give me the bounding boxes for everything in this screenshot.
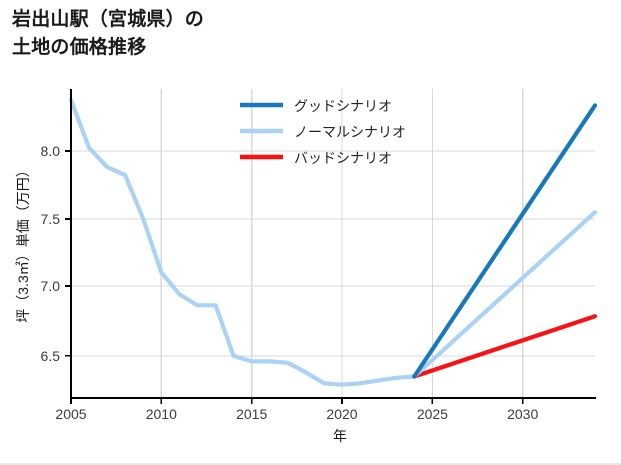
x-tick-label-2015: 2015	[236, 406, 267, 422]
series-historical	[68, 97, 417, 387]
y-tick-label-6_5: 6.5	[41, 348, 61, 364]
x-tick-label-2005: 2005	[55, 406, 86, 422]
x-axis-label: 年	[333, 428, 347, 444]
series-good-scenario	[412, 103, 598, 379]
series-bad-scenario	[412, 314, 598, 379]
legend-label-bad: バッドシナリオ	[294, 150, 392, 166]
x-tick-label-2025: 2025	[417, 406, 448, 422]
y-tick-label-8_0: 8.0	[41, 143, 61, 159]
legend-label-good: グッドシナリオ	[294, 98, 392, 114]
legend: グッドシナリオ ノーマルシナリオ バッドシナリオ	[240, 98, 406, 166]
page-title: 岩出山駅（宮城県）の 土地の価格推移	[12, 9, 205, 58]
y-axis-label: 坪（3.3㎡）単価（万円）	[15, 163, 31, 322]
x-tick-label-2010: 2010	[146, 406, 177, 422]
y-tick-label-7_5: 7.5	[41, 211, 61, 227]
y-tick-label-7_0: 7.0	[41, 278, 61, 294]
x-tickmarks	[70, 398, 524, 404]
y-tickmarks	[65, 150, 71, 357]
x-tick-label-2020: 2020	[326, 406, 357, 422]
series-normal-scenario	[412, 210, 598, 379]
x-tick-label-2030: 2030	[507, 406, 538, 422]
legend-label-normal: ノーマルシナリオ	[294, 124, 406, 140]
y-gridlines	[71, 150, 595, 357]
